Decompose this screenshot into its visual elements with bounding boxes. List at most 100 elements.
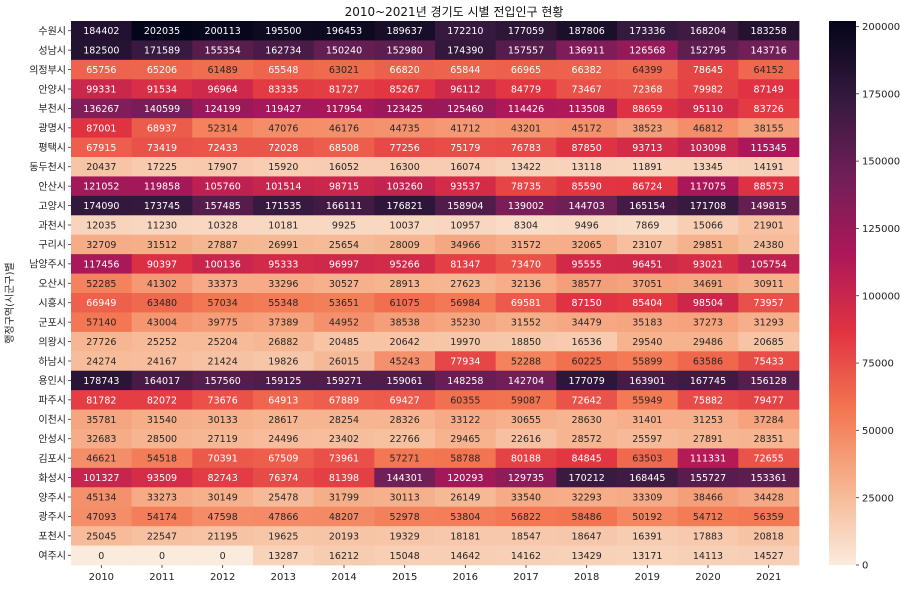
colorbar-tick-label: 75000 — [862, 359, 894, 370]
heatmap-cell — [71, 351, 133, 372]
heatmap-cell — [435, 195, 497, 216]
heatmap-cell — [617, 448, 679, 469]
cell-value-label: 30655 — [511, 415, 541, 426]
y-tick-label: 광주시 — [38, 511, 66, 523]
heatmap-cell — [131, 195, 193, 216]
heatmap-cell — [131, 59, 193, 80]
heatmap-cell — [617, 176, 679, 197]
heatmap-cell — [253, 98, 315, 119]
x-axis-ticks: 2010 2011 2012 2013 2014 2015 2016 2017 2018 2019… — [89, 565, 781, 583]
cell-value-label: 117456 — [83, 259, 119, 270]
heatmap-cell — [677, 351, 739, 372]
cell-value-label: 196453 — [326, 26, 362, 37]
heatmap-cell — [131, 234, 193, 255]
heatmap-cell — [435, 254, 497, 274]
y-tick-label: 안양시 — [38, 84, 66, 96]
heatmap-cell — [192, 137, 254, 158]
heatmap-cell — [374, 176, 436, 197]
heatmap-cell — [131, 351, 193, 372]
cell-value-label: 176821 — [387, 201, 423, 212]
cell-value-label: 55949 — [632, 395, 662, 406]
heatmap-cell — [738, 234, 800, 255]
cell-value-label: 57271 — [390, 454, 420, 465]
cell-value-label: 47093 — [86, 512, 116, 523]
cell-value-label: 33273 — [147, 493, 177, 504]
cell-value-label: 29465 — [450, 434, 480, 445]
cell-value-label: 73419 — [147, 143, 177, 154]
heatmap-cell — [192, 545, 254, 566]
heatmap-cell — [435, 467, 497, 488]
heatmap-cell — [677, 234, 739, 255]
cell-value-label: 173745 — [144, 201, 180, 212]
heatmap-cell — [435, 487, 497, 508]
cell-value-label: 65756 — [86, 65, 116, 76]
heatmap-cell — [556, 331, 618, 352]
heatmap-cell — [374, 137, 436, 158]
heatmap-cell — [617, 312, 679, 333]
heatmap-cell — [192, 118, 254, 138]
cell-value-label: 33373 — [208, 279, 238, 290]
cell-value-label: 98504 — [693, 298, 723, 309]
heatmap-cell — [71, 157, 133, 177]
y-tick-label: 김포시 — [38, 453, 66, 465]
heatmap-cell — [617, 98, 679, 119]
cell-value-label: 13422 — [511, 162, 541, 173]
cell-value-label: 20193 — [329, 531, 359, 542]
heatmap-cell — [738, 545, 800, 566]
cell-value-label: 56359 — [754, 512, 784, 523]
cell-value-label: 120293 — [447, 473, 483, 484]
heatmap-cell — [495, 506, 557, 527]
heatmap-cell — [313, 545, 375, 566]
heatmap-cell — [435, 429, 497, 449]
y-tick-label: 안성시 — [38, 434, 66, 446]
cell-value-label: 33309 — [632, 493, 662, 504]
heatmap-cell — [313, 448, 375, 469]
heatmap-cell — [71, 467, 133, 488]
colorbar-tick-label: 50000 — [862, 426, 894, 437]
heatmap-cell — [677, 40, 739, 61]
heatmap-cell — [435, 40, 497, 61]
cell-value-label: 64913 — [268, 395, 298, 406]
heatmap-cell — [71, 118, 133, 138]
colorbar-tick-label: 0 — [862, 561, 868, 572]
heatmap-cell — [313, 98, 375, 119]
cell-value-label: 18547 — [511, 531, 541, 542]
cell-value-label: 184402 — [83, 26, 119, 37]
heatmap-cell — [677, 429, 739, 449]
cell-value-label: 27119 — [208, 434, 238, 445]
cell-value-label: 28326 — [390, 415, 420, 426]
heatmap-cell — [374, 448, 436, 469]
heatmap-cell — [495, 487, 557, 508]
heatmap-cell — [131, 526, 193, 546]
heatmap-cell — [495, 429, 557, 449]
cell-value-label: 53651 — [329, 298, 359, 309]
cell-value-label: 46176 — [329, 123, 359, 134]
heatmap-cell — [617, 59, 679, 80]
cell-value-label: 22547 — [147, 531, 177, 542]
heatmap-cell — [677, 506, 739, 527]
cell-value-label: 60355 — [450, 395, 480, 406]
heatmap-cell — [738, 506, 800, 527]
heatmap-cell — [556, 137, 618, 158]
cell-value-label: 183258 — [751, 26, 787, 37]
cell-value-label: 23107 — [632, 240, 662, 251]
cell-value-label: 14642 — [450, 551, 480, 562]
cell-value-label: 103260 — [387, 182, 423, 193]
cell-value-label: 9496 — [575, 221, 599, 232]
heatmap-cell — [253, 254, 315, 274]
cell-value-label: 21424 — [208, 357, 238, 368]
cell-value-label: 31293 — [754, 318, 784, 329]
heatmap-cell — [556, 506, 618, 527]
cell-value-label: 155727 — [690, 473, 726, 484]
cell-value-label: 87850 — [572, 143, 602, 154]
heatmap-cell — [131, 79, 193, 100]
heatmap-cell — [192, 526, 254, 546]
cell-value-label: 38155 — [754, 123, 784, 134]
heatmap-cell — [131, 293, 193, 313]
heatmap-cell — [131, 429, 193, 449]
cell-value-label: 16536 — [572, 337, 602, 348]
heatmap-cell — [131, 176, 193, 197]
heatmap-cell — [71, 176, 133, 197]
heatmap-cell — [253, 59, 315, 80]
cell-value-label: 91534 — [147, 85, 177, 96]
